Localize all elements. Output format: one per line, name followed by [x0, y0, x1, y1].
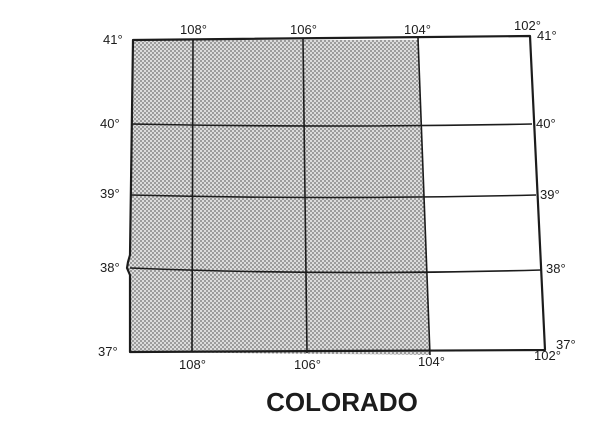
- lat-label-40-right: 40°: [536, 116, 556, 131]
- lat-label-38-left: 38°: [100, 260, 120, 275]
- lat-label-37-left: 37°: [98, 344, 118, 359]
- lon-label-108-bottom: 108°: [179, 357, 206, 372]
- lat-label-39-left: 39°: [100, 186, 120, 201]
- lon-label-108-top: 108°: [180, 22, 207, 37]
- lon-label-104-top: 104°: [404, 22, 431, 37]
- longitude-line-106: [302, 38, 308, 354]
- latitude-line-40: [130, 123, 533, 127]
- lat-label-41-left: 41°: [103, 32, 123, 47]
- longitude-line-108: [191, 39, 194, 353]
- latitude-lines: [129, 123, 542, 274]
- lat-label-39-right: 39°: [540, 187, 560, 202]
- lat-label-41-right: 41°: [537, 28, 557, 43]
- latitude-line-39: [130, 194, 537, 199]
- lon-label-102-top: 102°: [514, 18, 541, 33]
- lon-label-104-bottom: 104°: [418, 354, 445, 369]
- lat-label-40-left: 40°: [100, 116, 120, 131]
- latitude-line-38: [129, 267, 542, 274]
- lon-label-106-bottom: 106°: [294, 357, 321, 372]
- longitude-lines: [191, 37, 431, 356]
- state-border: [125, 34, 547, 354]
- lat-label-38-right: 38°: [546, 261, 566, 276]
- lat-label-37-right: 37°: [556, 337, 576, 352]
- lon-label-106-top: 106°: [290, 22, 317, 37]
- lon-label-102-bottom: 102°: [534, 348, 561, 363]
- longitude-line-104: [417, 37, 431, 356]
- map-title: COLORADO: [266, 387, 418, 417]
